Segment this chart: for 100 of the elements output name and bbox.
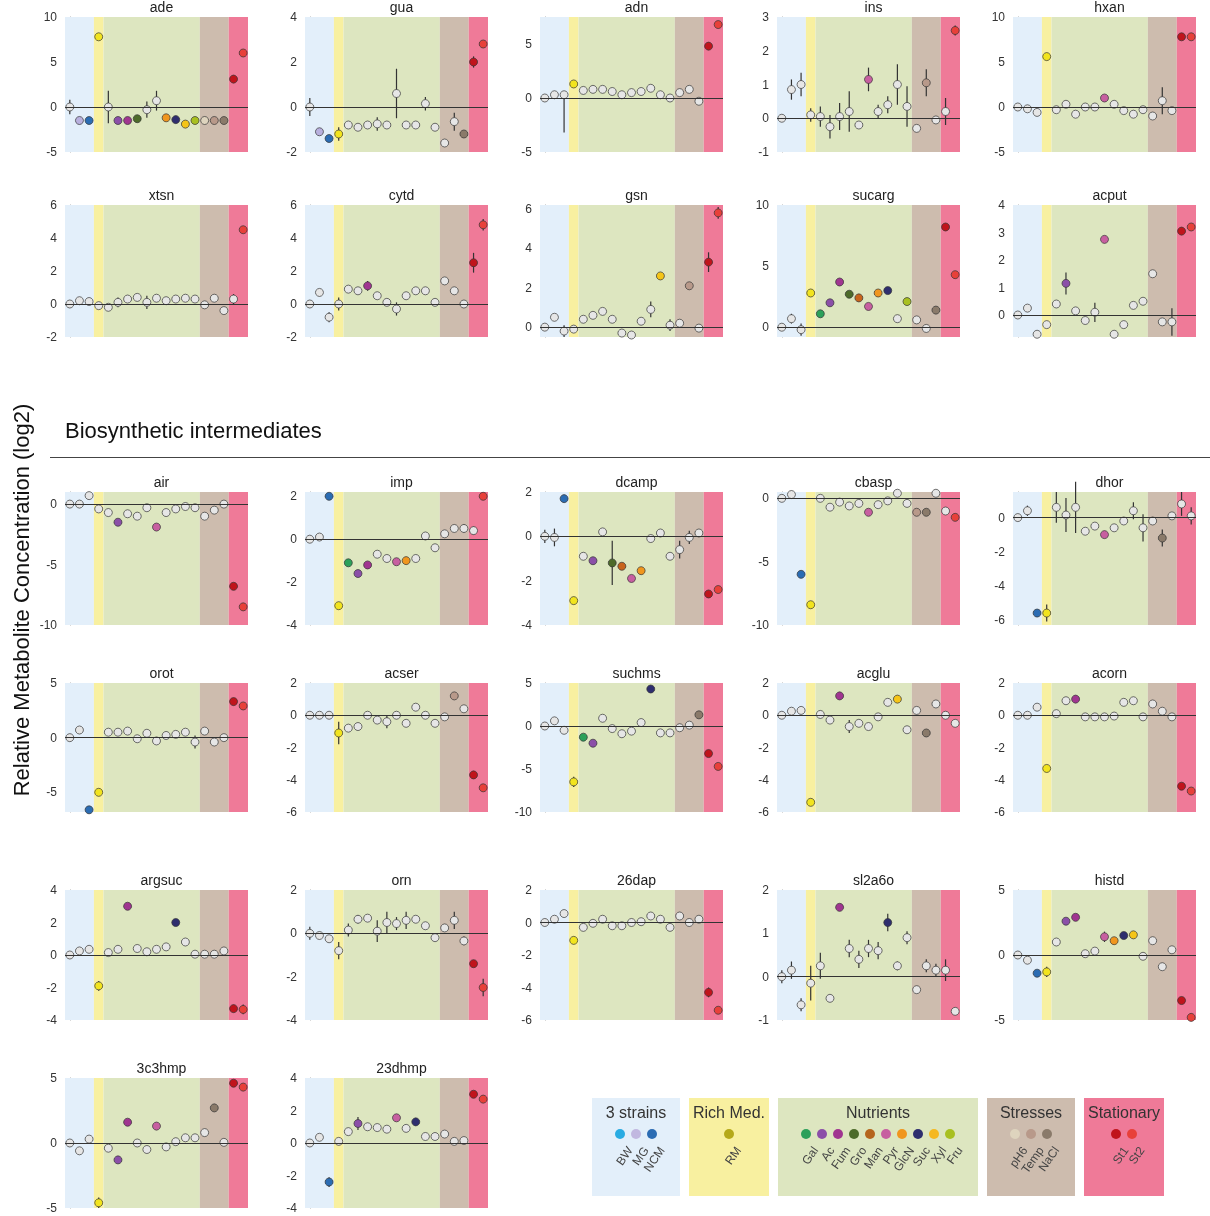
y-tick-label: -2: [286, 1168, 298, 1183]
y-tick-label: 0: [290, 532, 298, 547]
y-tick-label: -1: [758, 145, 770, 159]
y-tick-label: -5: [994, 145, 1006, 159]
legend-label: Gal: [799, 1144, 822, 1168]
y-tick-label: 6: [290, 198, 298, 212]
y-tick-label: -5: [521, 145, 533, 159]
y-tick-label: 2: [762, 43, 770, 58]
chart-title: argsuc: [140, 872, 183, 888]
y-tick-label: -10: [39, 618, 58, 632]
y-tick-label: -4: [286, 772, 298, 787]
y-tick-label: 1: [762, 77, 770, 92]
y-tick-label: 1: [762, 926, 770, 941]
y-tick-label: -4: [994, 578, 1006, 593]
chart-title: adn: [624, 0, 649, 15]
chart-title: sucarg: [852, 187, 895, 203]
y-tick-label: 0: [762, 491, 770, 506]
y-tick-label: 5: [998, 55, 1006, 69]
y-tick-label: 5: [50, 1071, 58, 1085]
chart-title: sl2a6o: [852, 872, 895, 888]
y-tick-label: 5: [50, 55, 58, 69]
y-tick-label: 0: [50, 1136, 58, 1150]
text: Stationary: [1086, 1104, 1161, 1122]
y-tick-label: -6: [994, 612, 1006, 627]
y-tick-label: 0: [290, 297, 298, 311]
chart-title: gua: [389, 0, 414, 15]
y-tick-label: 0: [762, 969, 770, 984]
y-tick-label: 4: [50, 231, 58, 245]
chart-title: ins: [864, 0, 883, 15]
chart-title: dcamp: [615, 474, 658, 490]
y-tick-label: -2: [46, 330, 58, 344]
y-tick-label: -2: [286, 145, 298, 159]
y-tick-label: 0: [290, 708, 298, 723]
chart-title: histd: [1094, 872, 1125, 888]
y-tick-label: 5: [762, 259, 770, 274]
y-tick-label: 5: [50, 676, 58, 690]
chart-title: air: [153, 474, 170, 490]
y-tick-label: 2: [762, 676, 770, 690]
y-tick-label: 2: [290, 489, 298, 504]
y-tick-label: 2: [290, 55, 298, 69]
y-tick-label: 1: [998, 280, 1006, 295]
chart-title: 3c3hmp: [136, 1060, 187, 1076]
y-tick-label: 0: [998, 100, 1006, 114]
y-tick-label: 3: [762, 10, 770, 24]
chart-title: acorn: [1091, 665, 1128, 681]
y-tick-label: 4: [290, 1071, 298, 1085]
y-tick-label: 5: [525, 676, 533, 690]
y-tick-label: 2: [290, 264, 298, 278]
y-tick-label: -2: [286, 330, 298, 344]
text: 3 strains: [604, 1104, 668, 1122]
y-tick-label: -4: [286, 618, 298, 632]
chart-title: orn: [391, 872, 412, 888]
chart-title: acglu: [856, 665, 891, 681]
chart-title: orot: [149, 665, 174, 681]
y-tick-label: -2: [994, 740, 1006, 755]
y-tick-label: -2: [46, 980, 58, 995]
y-tick-label: -6: [521, 1013, 533, 1027]
y-tick-label: 2: [290, 676, 298, 690]
y-tick-label: -4: [521, 980, 533, 995]
y-tick-label: 6: [525, 201, 533, 216]
y-tick-label: -2: [994, 544, 1006, 559]
y-tick-label: -5: [758, 554, 770, 569]
y-tick-label: -5: [46, 145, 58, 159]
y-tick-label: 4: [290, 10, 298, 24]
y-tick-label: 5: [525, 37, 533, 51]
y-tick-label: 0: [762, 111, 770, 126]
y-tick-label: 0: [50, 948, 58, 962]
legend-label: RM: [722, 1144, 745, 1168]
y-tick-label: 2: [50, 915, 58, 930]
y-tick-label: -5: [994, 1013, 1006, 1027]
y-tick-label: 0: [762, 320, 770, 335]
y-tick-label: 0: [525, 915, 533, 930]
y-tick-label: 6: [50, 198, 58, 212]
y-tick-label: -5: [46, 785, 58, 800]
y-tick-label: 0: [525, 719, 533, 733]
chart-title: ade: [149, 0, 174, 15]
chart-title: acput: [1092, 187, 1127, 203]
y-tick-label: -4: [286, 1013, 298, 1027]
text: Relative Metabolite Concentration (log2): [9, 403, 35, 797]
text: Rich Med.: [692, 1104, 766, 1122]
y-tick-label: -10: [751, 618, 770, 632]
chart-title: acser: [384, 665, 419, 681]
y-tick-label: -6: [758, 805, 770, 819]
y-tick-label: 2: [525, 280, 533, 295]
y-tick-label: -2: [286, 740, 298, 755]
y-tick-label: 2: [525, 485, 533, 499]
y-tick-label: 0: [290, 1136, 298, 1150]
chart-title: cbasp: [854, 474, 893, 490]
y-tick-label: -4: [286, 1201, 298, 1215]
y-tick-label: -4: [46, 1013, 58, 1027]
y-tick-label: -6: [994, 805, 1006, 819]
chart-title: dhor: [1095, 474, 1124, 490]
y-tick-label: 2: [998, 253, 1006, 267]
y-tick-label: -5: [46, 1201, 58, 1215]
y-tick-label: -5: [521, 762, 533, 776]
y-tick-label: 2: [525, 883, 533, 897]
y-tick-label: -2: [521, 948, 533, 962]
y-tick-label: 3: [998, 225, 1006, 240]
y-tick-label: 0: [50, 100, 58, 114]
y-tick-label: -5: [46, 557, 58, 572]
